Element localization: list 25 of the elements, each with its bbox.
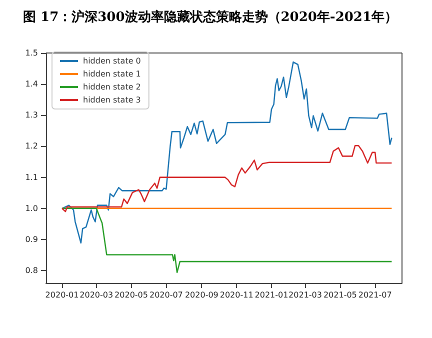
- x-tick-label: 2021-07: [358, 290, 392, 300]
- y-tick-label: 1.4: [25, 80, 38, 89]
- y-tick-label: 0.9: [25, 234, 38, 244]
- y-tick-label: 1.3: [25, 110, 38, 120]
- x-tick-label: 2020-05: [114, 290, 148, 300]
- line-series: [61, 208, 392, 274]
- x-tick-label: 2020-11: [220, 290, 254, 300]
- x-tick-label: 2021-03: [288, 290, 322, 300]
- y-tick-label: 1.0: [25, 204, 38, 213]
- legend-label: hidden state 3: [83, 96, 141, 104]
- line-series: [61, 144, 392, 212]
- x-tick-label: 2020-09: [184, 290, 218, 300]
- legend-label: hidden state 2: [83, 82, 141, 92]
- y-tick-label: 0.8: [25, 266, 38, 276]
- x-tick-label: 2020-03: [80, 290, 114, 300]
- chart-title: 图 17：沪深300波动率隐藏状态策略走势（2020年-2021年）: [23, 9, 398, 25]
- y-tick-label: 1.1: [25, 172, 38, 182]
- y-tick-label: 1.5: [25, 48, 38, 58]
- x-tick-label: 2021-01: [254, 290, 288, 300]
- legend-label: hidden state 0: [83, 56, 141, 66]
- x-tick-label: 2020-01: [45, 290, 79, 300]
- x-tick-label: 2020-07: [149, 290, 183, 300]
- x-tick-label: 2021-05: [323, 290, 357, 300]
- legend-label: hidden state 1: [83, 70, 141, 78]
- y-tick-label: 1.2: [25, 142, 38, 151]
